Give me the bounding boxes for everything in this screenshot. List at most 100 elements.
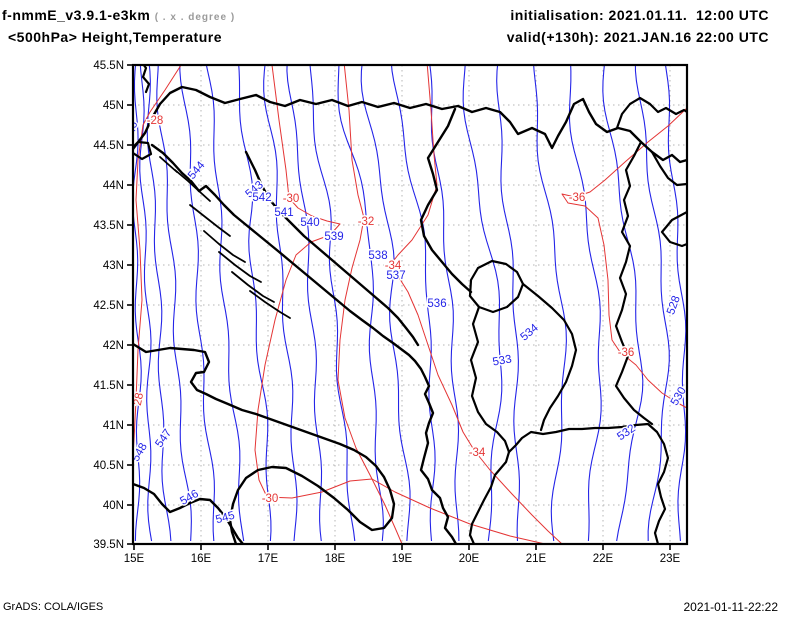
temperature-contour-labels-label: -30 [262,493,279,505]
height-contour-536 [390,65,436,542]
height-contour-538 [337,65,384,542]
y-axis-tick-label: 41.5N [93,380,124,392]
x-axis-tick-label: 23E [660,553,681,565]
x-axis-tick-label: 15E [124,553,145,565]
grads-credit: GrADS: COLA/IGES [3,601,104,613]
country-border [150,143,458,544]
country-border [614,140,654,426]
height-contour-labels-label: 545 [214,510,236,527]
country-border [507,422,670,544]
y-axis-tick-label: 43N [103,260,124,272]
creation-timestamp: 2021-01-11-22:22 [683,600,778,614]
height-contour-532 [533,65,567,542]
y-axis-tick-label: 43.5N [93,220,124,232]
height-contour-labels-label: 530 [669,385,689,408]
height-contour-541 [263,65,298,542]
x-axis-tick-label: 16E [191,553,212,565]
temperature-contour-labels: -28 28 -30 -30 -32 -34 -34 -36 -36 [132,114,636,507]
height-contour-546 [146,65,172,542]
valid-time: valid(+130h): 2021.JAN.16 22:00 UTC [506,29,769,45]
y-axis-tick-label: 45N [103,100,124,112]
height-contour-543 [205,65,245,542]
x-axis-tick-label: 22E [593,553,614,565]
y-axis-tick-label: 44N [103,180,124,192]
country-border-layer [133,65,687,544]
temperature-contour-labels-label: -36 [618,347,635,359]
temp-contour--28 [133,65,182,457]
island-outline [159,156,178,173]
height-contour-labels-label: 542 [252,192,271,204]
country-border [133,140,153,161]
island-outline [203,230,246,263]
height-contour-labels-label: 537 [386,270,405,282]
chart-variable-title: <500hPa> Height,Temperature [8,29,222,45]
height-contour-539 [309,65,356,542]
x-axis-tick-label: 21E [526,553,547,565]
y-axis-tick-label: 42.5N [93,300,124,312]
temperature-contour-labels-label: -32 [358,216,375,228]
country-border [650,150,687,187]
height-contour-labels-label: 547 [153,427,174,450]
temp-contour--32 [337,65,403,544]
island-outline [174,169,211,202]
height-contour-labels-label: 546 [124,120,141,142]
height-contour-529 [634,65,670,542]
y-axis-tick-label: 41N [103,420,124,432]
height-contour-537 [360,65,411,542]
country-border [468,259,525,314]
height-contour-540 [286,65,323,542]
height-contour-547 [139,65,153,542]
country-border [419,107,473,294]
height-contour-labels-label: 534 [518,322,541,344]
height-contour-labels-label: 536 [427,298,446,310]
country-border [660,210,687,248]
country-border [133,482,245,544]
height-contour-534 [462,65,503,542]
temperature-contour-labels-label: -30 [283,193,300,205]
y-axis-tick-label: 44.5N [93,140,124,152]
x-axis-tick-label: 18E [325,553,346,565]
y-axis-tick-label: 39.5N [93,539,124,551]
axes-layer: 15E 16E 17E 18E 19E 20E 21E 22E 23E 45.5N 45N 44.5N… [93,60,689,565]
country-border [615,96,687,130]
temperature-contour-labels-label: -34 [469,447,486,459]
temperature-contour-labels-label: -34 [385,260,402,272]
country-border [133,85,687,164]
y-axis-tick-label: 40N [103,500,124,512]
height-contour-labels-label: 539 [324,231,343,243]
x-axis-tick-label: 19E [392,553,413,565]
island-outline [189,204,231,237]
height-contour-labels-label: 528 [665,294,683,316]
country-border [468,305,511,544]
height-contour-545 [156,65,192,542]
temperature-contour-labels-label: 28 [132,392,146,407]
temperature-contour-labels-label: -28 [147,115,164,127]
model-title-main: f-nmmE_v3.9.1-e3km [2,7,151,23]
height-contour-labels-label: 540 [300,217,319,229]
model-title-resolution: ( . x . degree ) [154,12,236,23]
country-border [244,150,420,347]
y-axis-tick-label: 42N [103,340,124,352]
height-contour-544 [179,65,215,542]
graticule-layer [133,65,687,544]
height-contour-labels-label: 541 [274,207,293,219]
height-contour-530 [602,65,644,542]
height-contour-labels-label: 538 [368,250,387,262]
y-axis-tick-label: 45.5N [93,60,124,72]
temperature-contour-layer [133,65,687,544]
initialisation-time: initialisation: 2021.01.11. 12:00 UTC [510,7,769,23]
country-border [133,342,396,544]
island-outline [231,271,275,303]
height-contour-531 [568,65,602,542]
y-axis-tick-label: 40.5N [93,460,124,472]
x-axis-tick-label: 17E [258,553,279,565]
model-title: f-nmmE_v3.9.1-e3km ( . x . degree ) [2,7,235,23]
x-axis-tick-label: 20E [459,553,480,565]
temp-contour--30 [254,65,546,544]
height-contour-labels-label: 533 [492,353,513,368]
island-outline [218,251,262,283]
temperature-contour-labels-label: -36 [569,192,586,204]
